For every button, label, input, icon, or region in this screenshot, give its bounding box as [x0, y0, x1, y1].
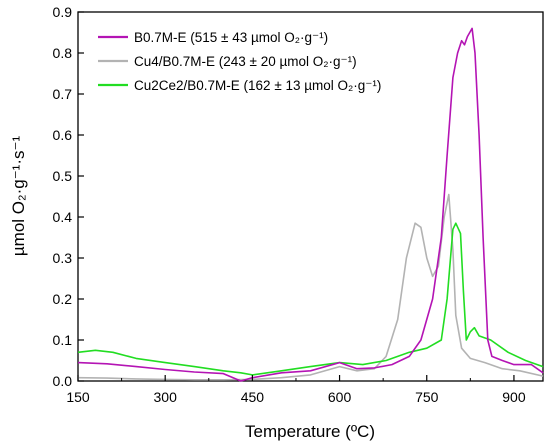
y-tick-label: 0.6	[53, 127, 73, 143]
x-tick-label: 150	[66, 389, 90, 405]
series-line	[77, 27, 544, 382]
x-axis-title: Temperature (ºC)	[245, 422, 375, 441]
y-tick-label: 0.8	[53, 45, 73, 61]
series-line	[77, 193, 544, 381]
y-tick-label: 0.1	[53, 332, 73, 348]
x-tick-label: 450	[241, 389, 265, 405]
x-tick-label: 750	[415, 389, 439, 405]
legend-label: B0.7M-E (515 ± 43 µmol O₂·g⁻¹)	[134, 30, 328, 45]
y-tick-label: 0.5	[53, 168, 73, 184]
legend-label: Cu2Ce2/B0.7M-E (162 ± 13 µmol O₂·g⁻¹)	[134, 78, 381, 93]
legend: B0.7M-E (515 ± 43 µmol O₂·g⁻¹) Cu4/B0.7M-…	[98, 30, 381, 93]
legend-label: Cu4/B0.7M-E (243 ± 20 µmol O₂·g⁻¹)	[134, 54, 357, 69]
y-tick-label: 0.0	[53, 373, 73, 389]
y-tick-label: 0.2	[53, 291, 73, 307]
x-tick-label: 900	[502, 389, 526, 405]
series-line	[77, 222, 544, 376]
ticks-layer: 150 300 450 600 750 900 0.0 0.1 0.2 0.3 0.4 0.5 0.6 0…	[53, 4, 526, 405]
y-tick-label: 0.4	[53, 209, 73, 225]
plot-frame	[77, 11, 544, 382]
y-tick-label: 0.7	[53, 86, 73, 102]
series-layer	[77, 27, 544, 382]
x-tick-label: 300	[154, 389, 178, 405]
y-tick-label: 0.9	[53, 4, 73, 20]
y-axis-title: µmol O₂·g⁻¹·s⁻¹	[9, 136, 28, 257]
x-tick-label: 600	[328, 389, 352, 405]
y-tick-label: 0.3	[53, 250, 73, 266]
